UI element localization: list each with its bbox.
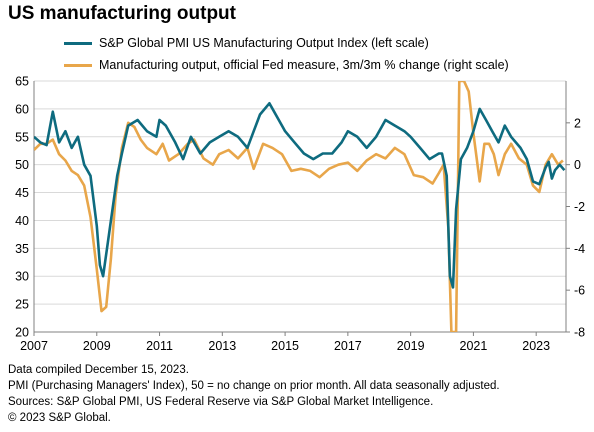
legend-item-pmi: S&P Global PMI US Manufacturing Output I… <box>64 32 509 54</box>
legend-item-fed: Manufacturing output, official Fed measu… <box>64 54 509 76</box>
left-tick-label-55: 55 <box>15 130 29 144</box>
x-tick-label-2023: 2023 <box>522 339 550 353</box>
x-tick-label-2017: 2017 <box>334 339 362 353</box>
footnotes: Data compiled December 15, 2023. PMI (Pu… <box>8 362 500 426</box>
left-tick-label-60: 60 <box>15 102 29 116</box>
right-tick-label--4: -4 <box>574 242 585 256</box>
left-tick-label-35: 35 <box>15 242 29 256</box>
x-tick-label-2019: 2019 <box>397 339 425 353</box>
right-tick-label--8: -8 <box>574 326 585 340</box>
legend-label-fed: Manufacturing output, official Fed measu… <box>99 58 509 72</box>
x-tick-label-2009: 2009 <box>83 339 111 353</box>
x-tick-label-2007: 2007 <box>20 339 48 353</box>
series-line-fed <box>34 81 564 332</box>
left-tick-label-25: 25 <box>15 298 29 312</box>
legend-swatch-fed <box>64 63 92 67</box>
chart-title: US manufacturing output <box>8 3 236 24</box>
right-tick-label--6: -6 <box>574 284 585 298</box>
legend-swatch-pmi <box>64 41 92 45</box>
legend-label-pmi: S&P Global PMI US Manufacturing Output I… <box>99 36 429 50</box>
left-tick-label-30: 30 <box>15 270 29 284</box>
left-tick-label-65: 65 <box>15 75 29 89</box>
left-tick-label-45: 45 <box>15 186 29 200</box>
x-tick-label-2013: 2013 <box>208 339 236 353</box>
x-tick-label-2015: 2015 <box>271 339 299 353</box>
footnote-compiled: Data compiled December 15, 2023. <box>8 364 189 376</box>
footnote-pmi-definition: PMI (Purchasing Managers' Index), 50 = n… <box>8 380 500 392</box>
footnote-copyright: © 2023 S&P Global. <box>8 412 111 424</box>
legend: S&P Global PMI US Manufacturing Output I… <box>64 32 509 76</box>
left-tick-label-50: 50 <box>15 158 29 172</box>
x-tick-label-2011: 2011 <box>146 339 173 353</box>
footnote-sources: Sources: S&P Global PMI, US Federal Rese… <box>8 396 434 408</box>
series-line-pmi <box>34 102 566 289</box>
left-tick-label-20: 20 <box>15 326 29 340</box>
left-tick-label-40: 40 <box>15 214 29 228</box>
right-tick-label-2: 2 <box>574 116 581 130</box>
x-tick-label-2021: 2021 <box>460 339 488 353</box>
right-tick-label-0: 0 <box>574 158 581 172</box>
right-tick-label--2: -2 <box>574 200 585 214</box>
